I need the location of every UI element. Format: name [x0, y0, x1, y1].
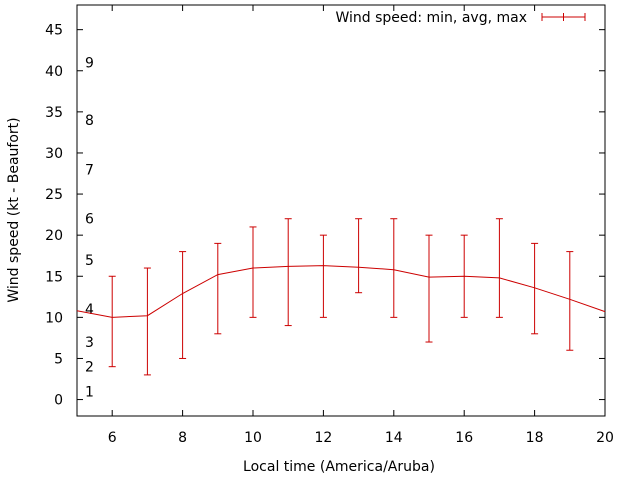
- beaufort-label: 4: [85, 302, 94, 318]
- error-bar: [249, 226, 257, 318]
- x-tick-label: 14: [385, 430, 403, 446]
- y-tick-label: 10: [45, 310, 63, 326]
- x-tick-label: 18: [526, 430, 544, 446]
- y-tick-label: 30: [45, 146, 63, 162]
- x-tick-label: 6: [108, 430, 117, 446]
- x-tick-labels: 6 8 10 12 14 16 18 20: [108, 430, 614, 446]
- beaufort-label: 1: [85, 384, 94, 400]
- x-tick-label: 16: [455, 430, 473, 446]
- y-tick-label: 15: [45, 269, 63, 285]
- plot-frame: [76, 4, 606, 417]
- error-bar: [531, 242, 539, 335]
- beaufort-label: 3: [85, 335, 94, 351]
- y-tick-label: 0: [54, 393, 63, 409]
- error-bar: [143, 267, 151, 376]
- beaufort-label: 6: [85, 212, 94, 228]
- error-bar: [319, 234, 327, 318]
- error-bar: [460, 234, 468, 318]
- beaufort-label: 5: [85, 253, 94, 269]
- y-tick-labels: 0 5 10 15 20 25 30 35 40 45: [45, 23, 63, 409]
- y-tick-label: 20: [45, 228, 63, 244]
- y-tick-label: 5: [54, 351, 63, 367]
- x-axis-label: Local time (America/Aruba): [243, 459, 435, 475]
- y-axis-label: Wind speed (kt - Beaufort): [6, 117, 22, 302]
- series-layer: [76, 218, 606, 376]
- error-bar: [425, 234, 433, 343]
- legend: Wind speed: min, avg, max: [335, 10, 586, 26]
- error-bar: [495, 218, 503, 318]
- axis-ticks: [77, 5, 606, 416]
- error-bar: [214, 242, 222, 335]
- error-bar: [179, 251, 187, 359]
- beaufort-label: 8: [85, 113, 94, 129]
- error-bar: [355, 218, 363, 294]
- x-tick-label: 20: [596, 430, 614, 446]
- error-bar: [284, 218, 292, 327]
- y-tick-label: 35: [45, 105, 63, 121]
- y-tick-label: 45: [45, 23, 63, 39]
- beaufort-labels: 1 2 3 4 5 6 7 8 9: [85, 56, 94, 401]
- beaufort-label: 7: [85, 162, 94, 178]
- y-tick-label: 25: [45, 187, 63, 203]
- x-tick-label: 8: [178, 430, 187, 446]
- error-bar: [108, 275, 116, 368]
- series-avg-line: [76, 265, 606, 318]
- y-tick-label: 40: [45, 64, 63, 80]
- x-tick-label: 10: [244, 430, 262, 446]
- beaufort-label: 2: [85, 360, 94, 376]
- error-bar: [390, 218, 398, 318]
- legend-label: Wind speed: min, avg, max: [335, 10, 527, 26]
- error-bar: [566, 251, 574, 351]
- beaufort-label: 9: [85, 56, 94, 72]
- x-tick-label: 12: [314, 430, 332, 446]
